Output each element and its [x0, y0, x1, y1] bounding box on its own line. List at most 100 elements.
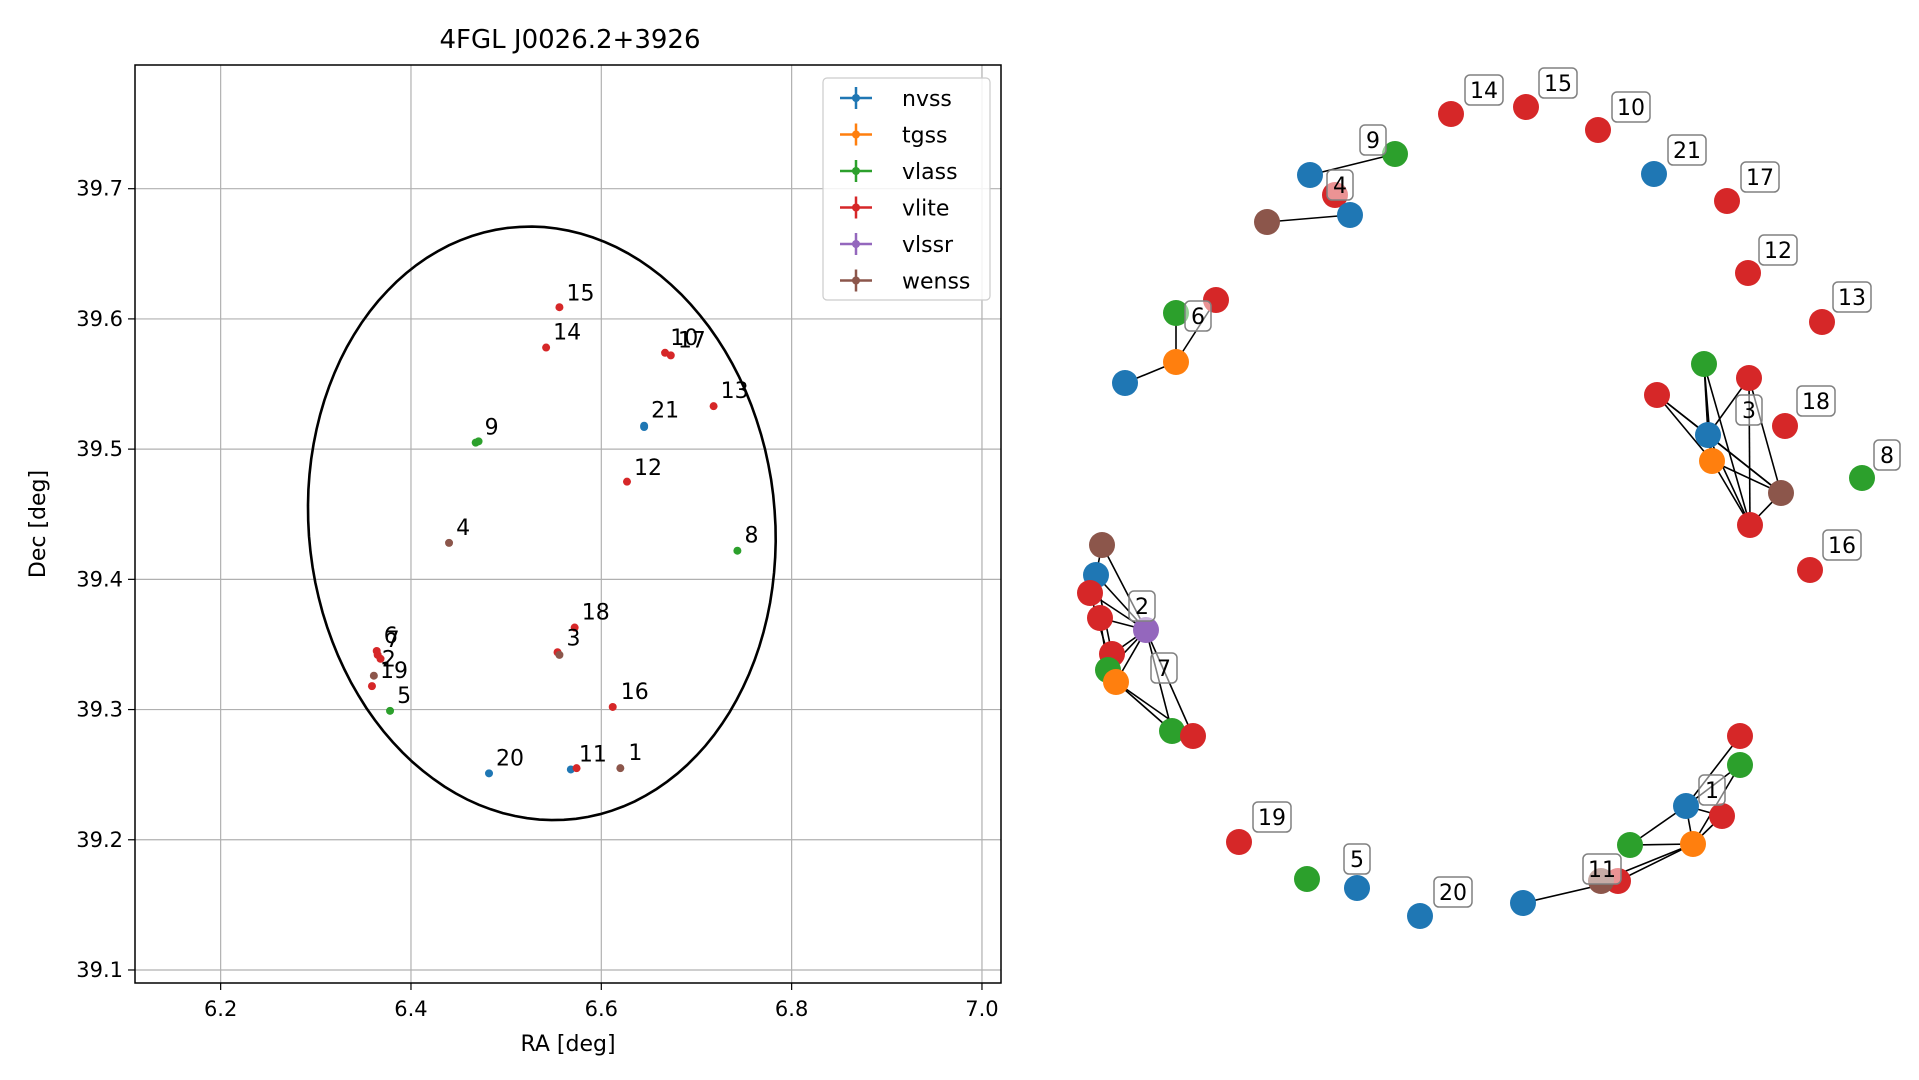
network-label-text: 16 [1828, 534, 1856, 559]
legend: nvss tgss vlass vlite vlssr wenss [822, 77, 991, 301]
network-node-vlite [1797, 557, 1823, 583]
point-label: 5 [397, 684, 411, 709]
plot-frame [134, 64, 1002, 984]
network-node-tgss [1163, 349, 1189, 375]
network-label-text: 5 [1350, 848, 1364, 873]
network-label: 5 [1343, 843, 1371, 875]
network-label-text: 2 [1135, 595, 1149, 620]
network-label: 1 [1698, 774, 1726, 806]
y-ticks: 39.1 39.2 39.3 39.4 39.5 39.6 39.7 [76, 177, 135, 982]
network-label-text: 13 [1838, 286, 1866, 311]
network-label-text: 8 [1880, 444, 1894, 469]
point-label: 2 [382, 647, 396, 672]
data-point-vlite [542, 343, 551, 352]
x-ticks: 6.2 6.4 6.6 6.8 7.0 [204, 983, 999, 1021]
network-label-box [1822, 529, 1862, 561]
network-node-vlite [1438, 101, 1464, 127]
network-node-nvss [1510, 890, 1536, 916]
network-node-vlass [1159, 718, 1185, 744]
network-label-box [1796, 385, 1836, 417]
network-label-text: 17 [1746, 166, 1774, 191]
network-label-box [1538, 67, 1578, 99]
network-label-box [1252, 801, 1292, 833]
network-label: 21 [1667, 134, 1707, 166]
network-node-nvss [1673, 793, 1699, 819]
network-node-nvss [1337, 202, 1363, 228]
network-node-wenss [1768, 480, 1794, 506]
data-point-vlite [555, 303, 564, 312]
point-label: 7 [386, 628, 400, 653]
legend-label: nvss [902, 87, 952, 112]
data-point-wenss [369, 671, 378, 680]
legend-marker-dot [852, 276, 860, 285]
x-tick-label: 6.4 [394, 997, 427, 1021]
data-point-nvss [485, 769, 494, 778]
network-label: 13 [1832, 281, 1872, 313]
network-node-vlite [1513, 94, 1539, 120]
network-label-box [1128, 590, 1156, 622]
network-label-text: 7 [1157, 657, 1171, 682]
network-node-vlite [1809, 309, 1835, 335]
network-label: 18 [1796, 385, 1836, 417]
data-point-vlite [570, 623, 579, 632]
network-node-nvss [1641, 161, 1667, 187]
network-label-text: 12 [1764, 239, 1792, 264]
data-point-vlite [367, 682, 376, 691]
y-tick-label: 39.2 [76, 828, 123, 852]
y-tick-label: 39.4 [76, 567, 123, 591]
network-node-vlass [1691, 351, 1717, 377]
point-label: 17 [678, 328, 706, 353]
y-tick-label: 39.7 [76, 177, 123, 201]
network-node-tgss [1699, 448, 1725, 474]
network-label-box [1582, 853, 1622, 885]
network-label: 10 [1611, 91, 1651, 123]
network-label: 11 [1582, 853, 1622, 885]
network-label-box [1698, 774, 1726, 806]
chart-title: 4FGL J0026.2+3926 [440, 25, 701, 55]
network-node-vlite [1585, 117, 1611, 143]
data-point-nvss [640, 422, 649, 431]
network-label-box [1343, 843, 1371, 875]
point-label: 10 [670, 326, 698, 351]
network-label: 20 [1433, 876, 1473, 908]
data-point-vlass [474, 437, 483, 446]
grid [135, 65, 1001, 983]
network-node-vlite [1735, 260, 1761, 286]
network-label: 8 [1873, 439, 1901, 471]
legend-marker-dot [852, 240, 860, 248]
network-label-text: 18 [1802, 390, 1830, 415]
x-tick-label: 6.8 [775, 997, 808, 1021]
x-tick-label: 6.6 [585, 997, 618, 1021]
network-label-box [1433, 876, 1473, 908]
network-node-vlite [1644, 382, 1670, 408]
point-label: 21 [651, 399, 679, 424]
network-node-wenss [1089, 532, 1115, 558]
network-nodes [1077, 94, 1875, 929]
network-label-box [1359, 124, 1387, 156]
point-label: 19 [380, 659, 408, 684]
network-label-box [1667, 134, 1707, 166]
data-point-vlite [709, 402, 718, 411]
network-label: 14 [1464, 74, 1504, 106]
data-point-vlite [666, 351, 675, 360]
legend-marker-dot [852, 130, 860, 139]
network-label: 17 [1740, 161, 1780, 193]
network-edge [1617, 843, 1694, 882]
legend-label: vlite [902, 197, 949, 222]
data-point-vlite [376, 654, 385, 663]
network-node-nvss [1695, 422, 1721, 448]
point-label: 9 [485, 416, 499, 441]
network-label: 3 [1735, 394, 1763, 426]
network-node-vlite [1709, 803, 1735, 829]
ellipse-layer [306, 225, 778, 822]
network-edge [1656, 394, 1713, 462]
network-label-box [1150, 652, 1178, 684]
network-node-tgss [1680, 831, 1706, 857]
network-node-vlite [1727, 723, 1753, 749]
network-edge [1685, 735, 1741, 807]
network-node-vlite [1226, 829, 1252, 855]
network-label: 4 [1326, 169, 1354, 201]
network-edge [1309, 153, 1396, 176]
